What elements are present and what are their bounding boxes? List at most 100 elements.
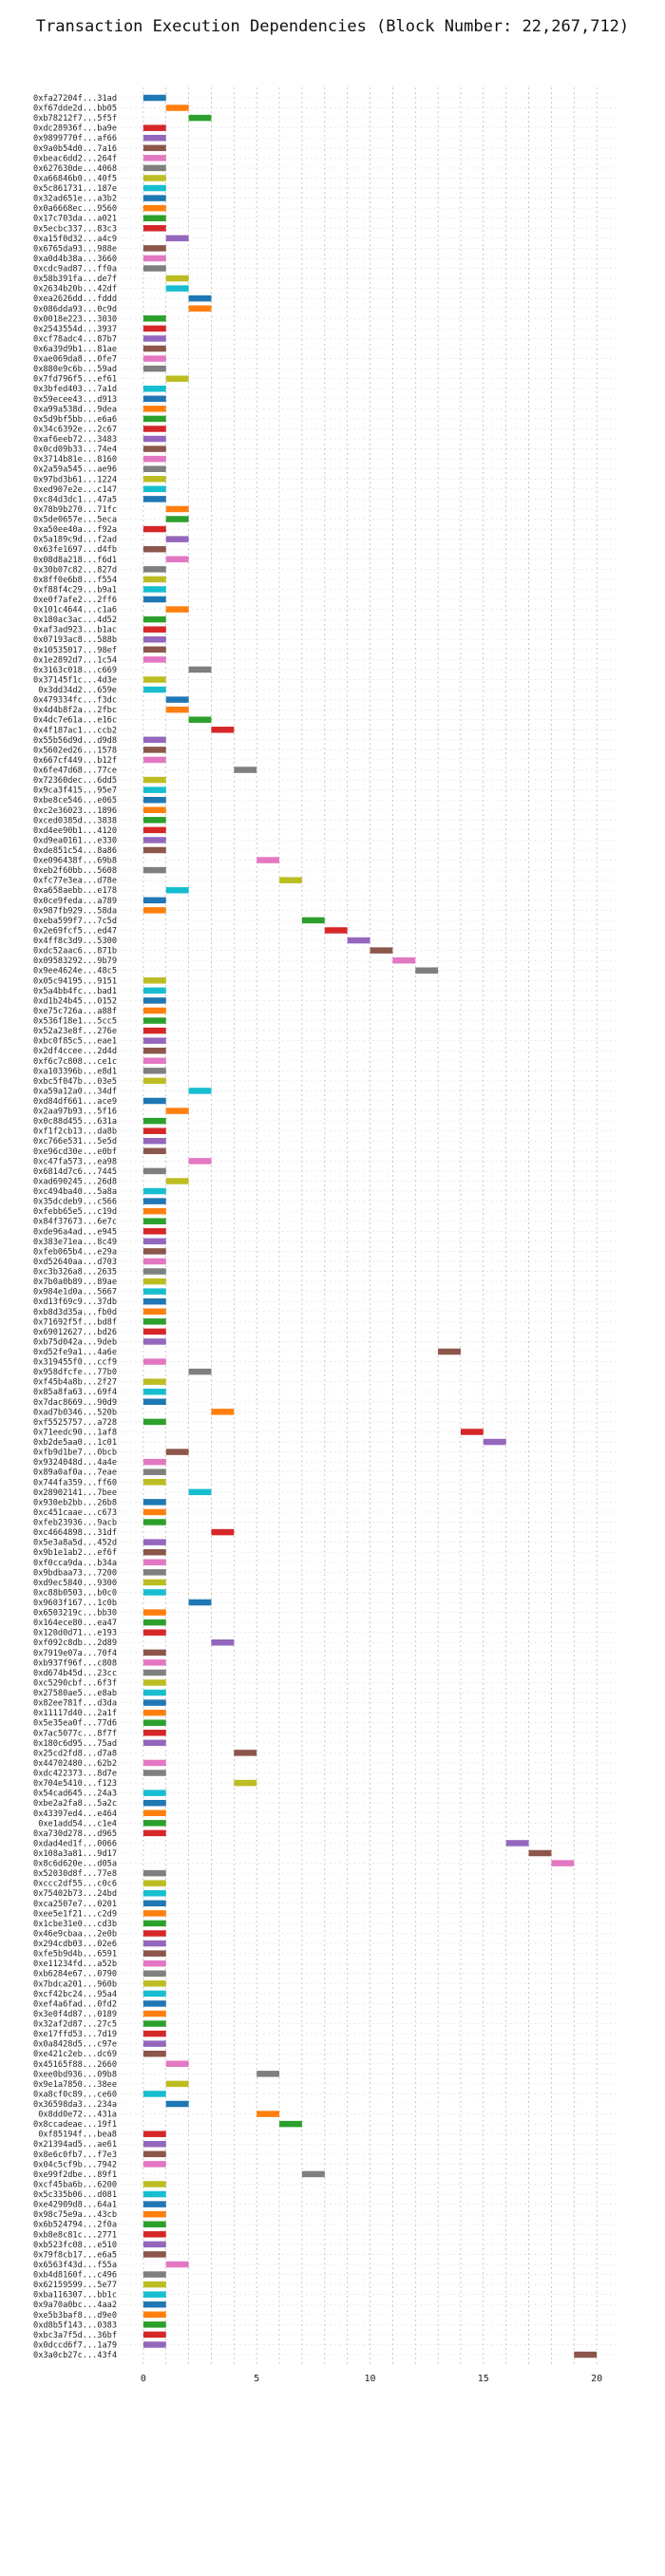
transaction-bar[interactable] <box>142 2251 166 2258</box>
transaction-bar[interactable] <box>142 1127 166 1134</box>
transaction-bar[interactable] <box>142 134 166 142</box>
transaction-bar[interactable] <box>188 294 212 302</box>
transaction-bar[interactable] <box>551 1860 575 1866</box>
transaction-bar[interactable] <box>142 2091 166 2097</box>
transaction-bar[interactable] <box>165 1108 189 1114</box>
transaction-bar[interactable] <box>142 255 166 262</box>
transaction-bar[interactable] <box>505 1840 529 1847</box>
transaction-bar[interactable] <box>483 1438 506 1446</box>
transaction-bar[interactable] <box>392 957 416 964</box>
transaction-bar[interactable] <box>142 365 166 372</box>
transaction-bar[interactable] <box>256 2071 280 2077</box>
transaction-bar[interactable] <box>142 2271 166 2278</box>
transaction-bar[interactable] <box>142 776 166 784</box>
transaction-bar[interactable] <box>211 727 235 733</box>
transaction-bar[interactable] <box>142 736 166 744</box>
transaction-bar[interactable] <box>142 1228 166 1235</box>
transaction-bar[interactable] <box>142 1629 166 1636</box>
transaction-bar[interactable] <box>142 1799 166 1807</box>
transaction-bar[interactable] <box>528 1849 552 1857</box>
transaction-bar[interactable] <box>142 1027 166 1034</box>
transaction-bar[interactable] <box>142 1519 166 1525</box>
transaction-bar[interactable] <box>142 1770 166 1776</box>
transaction-bar[interactable] <box>142 1709 166 1716</box>
transaction-bar[interactable] <box>142 846 166 854</box>
transaction-bar[interactable] <box>165 2080 189 2088</box>
transaction-bar[interactable] <box>142 626 166 633</box>
transaction-bar[interactable] <box>142 1790 166 1796</box>
transaction-bar[interactable] <box>165 606 189 613</box>
transaction-bar[interactable] <box>142 1187 166 1195</box>
transaction-bar[interactable] <box>142 1950 166 1957</box>
transaction-bar[interactable] <box>142 656 166 663</box>
transaction-bar[interactable] <box>142 1970 166 1977</box>
transaction-bar[interactable] <box>142 1167 166 1175</box>
transaction-bar[interactable] <box>142 1960 166 1967</box>
transaction-bar[interactable] <box>142 1318 166 1325</box>
transaction-bar[interactable] <box>142 245 166 252</box>
transaction-bar[interactable] <box>234 1750 257 1756</box>
transaction-bar[interactable] <box>142 2281 166 2288</box>
transaction-bar[interactable] <box>142 435 166 443</box>
transaction-bar[interactable] <box>142 1137 166 1145</box>
transaction-bar[interactable] <box>165 505 189 513</box>
transaction-bar[interactable] <box>165 2261 189 2268</box>
transaction-bar[interactable] <box>165 886 189 894</box>
transaction-bar[interactable] <box>142 1809 166 1817</box>
transaction-bar[interactable] <box>142 525 166 533</box>
transaction-bar[interactable] <box>142 2231 166 2238</box>
transaction-bar[interactable] <box>574 2351 598 2358</box>
transaction-bar[interactable] <box>142 1468 166 1475</box>
transaction-bar[interactable] <box>142 1730 166 1736</box>
transaction-bar[interactable] <box>142 1559 166 1566</box>
transaction-bar[interactable] <box>142 1378 166 1385</box>
transaction-bar[interactable] <box>142 1207 166 1215</box>
transaction-bar[interactable] <box>415 967 439 974</box>
transaction-bar[interactable] <box>142 2040 166 2047</box>
transaction-bar[interactable] <box>142 1278 166 1285</box>
transaction-bar[interactable] <box>142 1980 166 1987</box>
transaction-bar[interactable] <box>188 1368 212 1375</box>
transaction-bar[interactable] <box>165 696 189 703</box>
transaction-bar[interactable] <box>142 1297 166 1305</box>
transaction-bar[interactable] <box>142 2291 166 2298</box>
transaction-bar[interactable] <box>188 666 212 673</box>
transaction-bar[interactable] <box>142 345 166 352</box>
transaction-bar[interactable] <box>165 536 189 542</box>
transaction-bar[interactable] <box>142 325 166 332</box>
transaction-bar[interactable] <box>438 1348 461 1355</box>
transaction-bar[interactable] <box>256 857 280 863</box>
transaction-bar[interactable] <box>460 1429 484 1435</box>
transaction-bar[interactable] <box>142 1539 166 1545</box>
transaction-bar[interactable] <box>142 2341 166 2348</box>
transaction-bar[interactable] <box>165 2100 189 2108</box>
transaction-bar[interactable] <box>188 1158 212 1165</box>
transaction-bar[interactable] <box>142 1649 166 1657</box>
transaction-bar[interactable] <box>142 1719 166 1726</box>
transaction-bar[interactable] <box>142 124 166 131</box>
transaction-bar[interactable] <box>142 2150 166 2158</box>
transaction-bar[interactable] <box>142 265 166 272</box>
transaction-bar[interactable] <box>142 385 166 392</box>
transaction-bar[interactable] <box>142 155 166 161</box>
transaction-bar[interactable] <box>142 2241 166 2248</box>
transaction-bar[interactable] <box>188 1599 212 1606</box>
transaction-bar[interactable] <box>142 1007 166 1014</box>
transaction-bar[interactable] <box>142 1238 166 1245</box>
transaction-bar[interactable] <box>142 1388 166 1395</box>
transaction-bar[interactable] <box>142 1508 166 1516</box>
transaction-bar[interactable] <box>142 1017 166 1024</box>
transaction-bar[interactable] <box>142 144 166 152</box>
transaction-bar[interactable] <box>142 897 166 904</box>
transaction-bar[interactable] <box>142 1820 166 1827</box>
transaction-bar[interactable] <box>142 1569 166 1576</box>
transaction-bar[interactable] <box>142 1829 166 1837</box>
transaction-bar[interactable] <box>165 104 189 111</box>
transaction-bar[interactable] <box>142 2000 166 2007</box>
transaction-bar[interactable] <box>165 1449 189 1455</box>
transaction-bar[interactable] <box>165 285 189 292</box>
transaction-bar[interactable] <box>142 2140 166 2148</box>
transaction-bar[interactable] <box>142 786 166 793</box>
transaction-bar[interactable] <box>301 917 325 924</box>
transaction-bar[interactable] <box>142 646 166 653</box>
